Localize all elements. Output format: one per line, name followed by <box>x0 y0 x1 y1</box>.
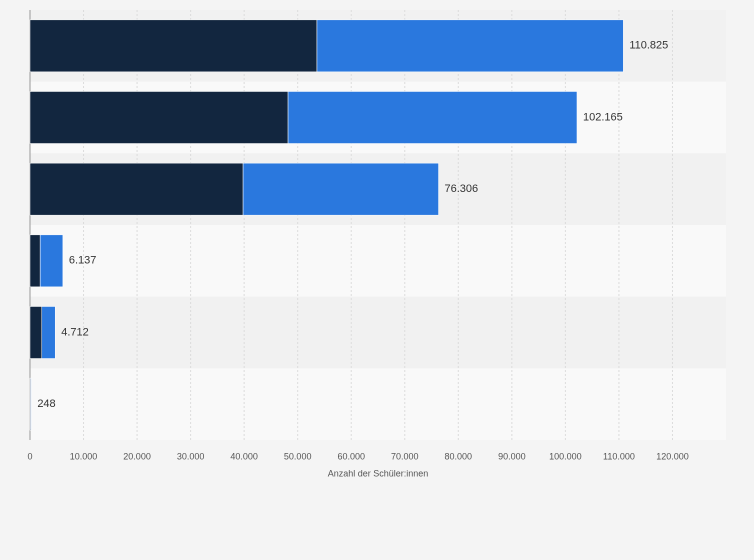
x-tick-label: 30.000 <box>177 451 205 461</box>
x-tick-label: 60.000 <box>337 451 365 461</box>
x-tick-label: 90.000 <box>498 451 526 461</box>
row-band <box>30 296 726 369</box>
x-axis-label: Anzahl der Schüler:innen <box>328 468 429 478</box>
bar-segment <box>29 306 43 359</box>
x-tick-label: 10.000 <box>70 451 98 461</box>
bar-segment <box>30 377 32 431</box>
bar-segment <box>29 162 244 216</box>
x-tick-label: 0 <box>27 451 32 461</box>
bar-segment <box>29 234 41 288</box>
row-band <box>30 225 726 297</box>
total-label: 4.712 <box>61 326 89 338</box>
bar-segment <box>39 234 64 288</box>
bar-segment <box>242 162 439 216</box>
total-label: 6.137 <box>69 255 97 267</box>
bar-segment <box>287 91 578 144</box>
x-tick-label: 70.000 <box>391 451 419 461</box>
x-tick-label: 120.000 <box>656 451 689 461</box>
total-label: 76.306 <box>445 183 479 195</box>
x-tick-label: 20.000 <box>123 451 151 461</box>
bar-segment <box>316 19 624 73</box>
x-tick-label: 40.000 <box>230 451 258 461</box>
total-label: 248 <box>37 398 55 410</box>
total-label: 110.825 <box>629 40 668 52</box>
bar-segment <box>41 306 56 359</box>
x-tick-label: 50.000 <box>284 451 312 461</box>
x-tick-label: 100.000 <box>549 451 582 461</box>
total-label: 102.165 <box>583 111 623 123</box>
x-tick-label: 110.000 <box>603 451 635 461</box>
bar-segment <box>29 19 318 73</box>
bar-segment <box>29 91 289 144</box>
row-band <box>30 368 726 440</box>
x-tick-label: 80.000 <box>445 451 473 461</box>
